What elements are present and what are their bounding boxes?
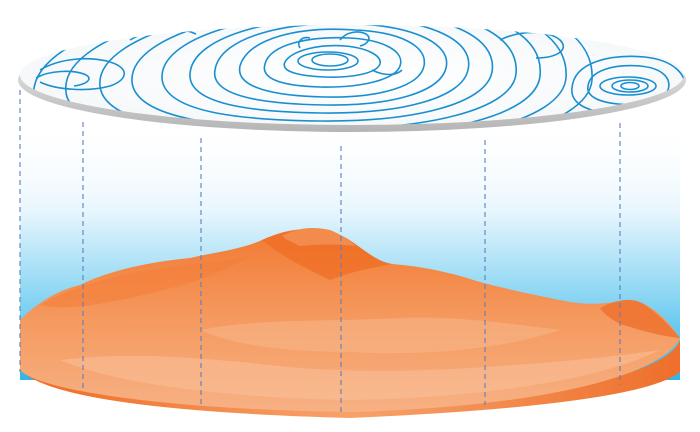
contour-line [33,25,593,125]
contour-line [611,79,649,93]
contour-line [189,25,470,114]
contour-line [214,25,448,106]
contour-line [131,25,517,125]
contour-line [263,36,402,88]
contour-line [297,36,311,49]
contour-line [311,53,349,67]
contour-line [371,69,403,76]
contour-line [35,70,90,87]
contour-line [620,81,640,91]
contour-line [587,64,670,106]
valley-shade [200,317,560,354]
map-disc-top [20,25,684,125]
contour-line [339,31,370,47]
contour-line [599,76,657,96]
contour-line [499,31,565,59]
ridge-left-shade [40,256,250,308]
projection-guides [19,90,621,412]
contour-line [283,44,381,78]
main-summit-peak [282,228,356,246]
contour-line [161,25,494,122]
contour-lines [33,25,684,125]
contour-line [99,25,541,125]
contour-line [238,28,426,98]
contour-line [297,51,359,71]
contour-line [39,57,126,91]
contour-line [65,25,567,125]
secondary-summit [600,299,680,338]
lower-slope-shade [60,350,660,400]
